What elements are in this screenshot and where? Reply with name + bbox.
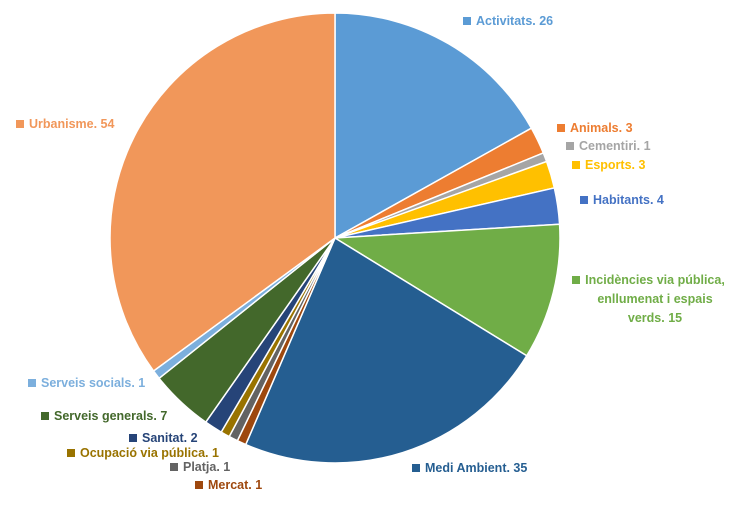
data-label-marker [572, 276, 580, 284]
data-label-text: Serveis socials. 1 [41, 376, 145, 390]
data-label-text: Mercat. 1 [208, 478, 262, 492]
data-label-cementiri: Cementiri. 1 [566, 139, 651, 153]
data-label-activitats: Activitats. 26 [463, 14, 553, 28]
data-label-text: Activitats. 26 [476, 14, 553, 28]
data-label-text: Cementiri. 1 [579, 139, 651, 153]
data-labels: Activitats. 26 Animals. 3 Cementiri. 1 Espo… [16, 14, 725, 492]
data-label-text: Incidències via pública, [585, 273, 725, 287]
data-label-marker [195, 481, 203, 489]
data-label-marker [566, 142, 574, 150]
data-label-esports: Esports. 3 [572, 158, 645, 172]
data-label-marker [129, 434, 137, 442]
pie-slice-incid-ncies-via-p-blica-enllumenat-i-espais-verds [332, 223, 561, 357]
pie-slice-medi-ambient [244, 236, 528, 464]
pie-slices [109, 12, 561, 464]
data-label-text: Urbanisme. 54 [29, 117, 115, 131]
data-label-text: Ocupació via pública. 1 [80, 446, 219, 460]
data-label-serveis-generals: Serveis generals. 7 [41, 409, 167, 423]
data-label-marker [41, 412, 49, 420]
data-label-platja: Platja. 1 [170, 460, 230, 474]
data-label-marker [463, 17, 471, 25]
data-label-animals: Animals. 3 [557, 121, 633, 135]
data-label-text: Platja. 1 [183, 460, 230, 474]
pie-slice-urbanisme [109, 12, 336, 373]
data-label-text: enllumenat i espais [597, 292, 712, 306]
data-label-serveis-socials: Serveis socials. 1 [28, 376, 145, 390]
data-label-habitants: Habitants. 4 [580, 193, 664, 207]
data-label-marker [28, 379, 36, 387]
data-label-medi-ambient: Medi Ambient. 35 [412, 461, 527, 475]
data-label-text: verds. 15 [628, 311, 682, 325]
data-label-ocupaci-via-p-blica: Ocupació via pública. 1 [67, 446, 219, 460]
data-label-text: Animals. 3 [570, 121, 633, 135]
data-label-mercat: Mercat. 1 [195, 478, 262, 492]
data-label-urbanisme: Urbanisme. 54 [16, 117, 115, 131]
data-label-incid-ncies-via-p-blica-enllumenat-i-espais-verds: Incidències via pública, enllumenat i esp… [572, 273, 725, 325]
pie-slice-activitats [334, 12, 533, 240]
data-label-text: Habitants. 4 [593, 193, 664, 207]
data-label-sanitat: Sanitat. 2 [129, 431, 198, 445]
data-label-text: Sanitat. 2 [142, 431, 198, 445]
data-label-text: Serveis generals. 7 [54, 409, 167, 423]
data-label-text: Esports. 3 [585, 158, 645, 172]
data-label-marker [170, 463, 178, 471]
data-label-marker [412, 464, 420, 472]
data-label-marker [67, 449, 75, 457]
data-label-marker [580, 196, 588, 204]
data-label-marker [557, 124, 565, 132]
data-label-text: Medi Ambient. 35 [425, 461, 527, 475]
data-label-marker [572, 161, 580, 169]
data-label-marker [16, 120, 24, 128]
